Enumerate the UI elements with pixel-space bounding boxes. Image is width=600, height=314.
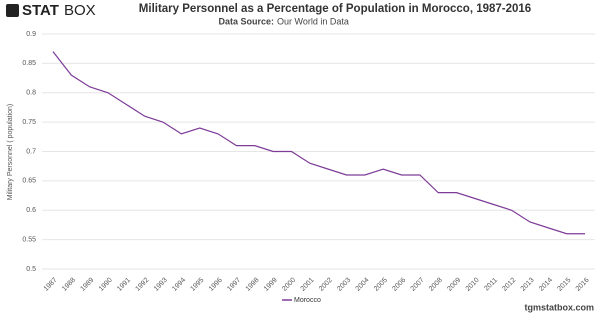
subtitle-label: Data Source: — [218, 16, 274, 26]
x-tick-label: 1994 — [171, 277, 187, 293]
x-tick-label: 2000 — [281, 277, 297, 293]
logo-light: BOX — [64, 2, 96, 19]
x-tick-label: 2002 — [318, 277, 334, 293]
x-tick-label: 2011 — [483, 277, 499, 293]
x-tick-label: 1995 — [190, 277, 206, 293]
x-tick-label: 2008 — [428, 277, 444, 293]
chart-title: Military Personnel as a Percentage of Po… — [139, 3, 531, 15]
x-tick-label: 2003 — [336, 277, 352, 293]
y-tick-label: 0.85 — [22, 60, 36, 67]
x-tick-label: 2007 — [410, 277, 426, 293]
y-tick-label: 0.6 — [26, 207, 36, 214]
x-tick-label: 2016 — [575, 277, 591, 293]
subtitle-source: Our World in Data — [277, 16, 349, 26]
x-tick-label: 2009 — [446, 277, 462, 293]
x-tick-label: 1987 — [43, 277, 59, 293]
x-tick-label: 1996 — [208, 277, 224, 293]
x-tick-label: 2004 — [355, 277, 371, 293]
logo-icon — [6, 4, 19, 17]
y-tick-label: 0.5 — [26, 266, 36, 273]
x-tick-label: 2001 — [300, 277, 316, 293]
logo-bold: STAT — [22, 2, 59, 19]
line — [52, 51, 585, 235]
x-tick-label: 2013 — [520, 277, 536, 293]
y-tick-label: 0.75 — [22, 119, 36, 126]
y-tick-label: 0.55 — [22, 236, 36, 243]
y-tick-label: 0.9 — [26, 31, 36, 38]
x-tick-label: 1999 — [263, 277, 279, 293]
x-tick-label: 1993 — [153, 277, 169, 293]
x-tick-label: 2015 — [556, 277, 572, 293]
y-tick-label: 0.8 — [26, 90, 36, 97]
x-tick-label: 1998 — [245, 277, 261, 293]
x-tick-label: 1989 — [79, 277, 95, 293]
x-tick-label: 1988 — [61, 277, 77, 293]
x-tick-label: 2005 — [373, 277, 389, 293]
x-tick-label: 2006 — [391, 277, 407, 293]
x-tick-label: 2010 — [465, 277, 481, 293]
x-tick-label: 2014 — [538, 277, 554, 293]
x-tick-label: 1992 — [134, 277, 150, 293]
y-tick-label: 0.65 — [22, 178, 36, 185]
x-tick-label: 1991 — [116, 277, 132, 293]
legend-entry: Morocco — [294, 297, 321, 304]
x-tick-label: 1990 — [98, 277, 114, 293]
x-tick-label: 2012 — [501, 277, 517, 293]
x-tick-label: 1997 — [226, 277, 242, 293]
y-axis-label: Military Personnel ( population) — [7, 104, 14, 201]
footer: tgmstatbox.com — [524, 302, 594, 312]
y-tick-label: 0.7 — [26, 148, 36, 155]
